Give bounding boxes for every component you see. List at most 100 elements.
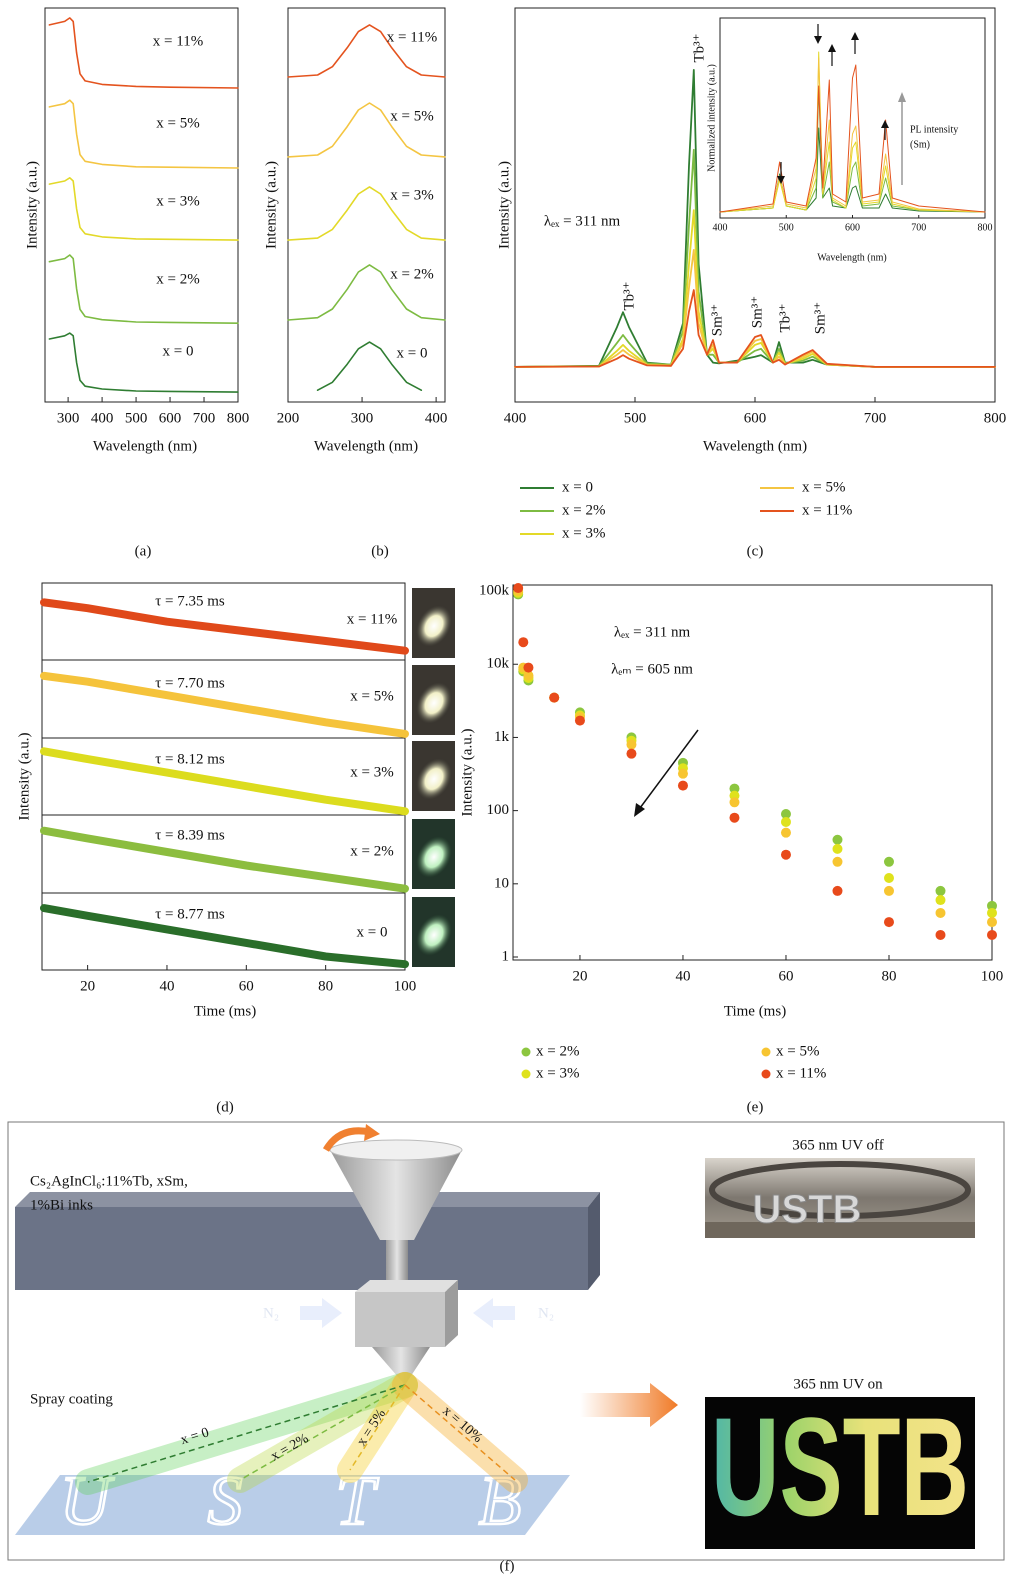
x-tick-label: 400 (91, 410, 114, 426)
data-point (781, 828, 791, 838)
x-tick-label: 20 (572, 968, 587, 984)
data-point (513, 583, 523, 593)
legend-label: x = 11% (776, 1065, 826, 1081)
y-axis-label: Intensity (a.u.) (459, 729, 475, 817)
annotation: (Sm) (910, 139, 930, 150)
data-point (987, 917, 997, 927)
data-point (626, 749, 636, 759)
legend-marker (762, 1070, 771, 1079)
series-label: x = 0 (397, 345, 428, 361)
x-tick-label: 800 (984, 410, 1007, 426)
x-tick-label: 300 (57, 410, 80, 426)
series-label: x = 5% (350, 688, 393, 704)
data-point (884, 857, 894, 867)
y-tick-label: 10 (494, 875, 509, 891)
beam-front (15, 1207, 588, 1290)
data-point (549, 693, 559, 703)
x-tick-label: 20 (80, 978, 95, 994)
plot-frame (288, 8, 445, 402)
annotation: τ = 8.77 ms (155, 906, 225, 922)
data-point (575, 716, 585, 726)
x-tick-label: 400 (425, 410, 448, 426)
y-axis-label: Intensity (a.u.) (16, 733, 32, 821)
x-tick-label: 700 (864, 410, 887, 426)
y-tick-label: 100k (479, 582, 510, 598)
data-point (518, 637, 528, 647)
nozzle-top (355, 1280, 458, 1292)
data-point (935, 886, 945, 896)
ink-label: Cs₂AgInCl₆:11%Tb, xSm, (30, 1173, 188, 1189)
x-tick-label: 800 (978, 222, 993, 233)
legend-label: x = 5% (776, 1043, 819, 1059)
x-axis-label: Time (ms) (724, 1003, 786, 1019)
data-point (523, 663, 533, 673)
series-label: x = 11% (387, 29, 437, 45)
y-axis-label: Intensity (a.u.) (263, 161, 279, 249)
x-tick-label: 40 (675, 968, 690, 984)
data-point (729, 797, 739, 807)
panel-label: (e) (747, 1099, 764, 1115)
x-tick-label: 80 (318, 978, 333, 994)
data-point (884, 873, 894, 883)
legend-label: x = 3% (536, 1065, 579, 1081)
plot-frame (513, 585, 992, 960)
x-tick-label: 300 (351, 410, 374, 426)
data-point (678, 769, 688, 779)
beam-side (588, 1192, 600, 1290)
annotation: τ = 7.35 ms (155, 593, 225, 609)
x-tick-label: 100 (981, 968, 1004, 984)
series-label: x = 5% (156, 115, 199, 131)
panel-label: (c) (747, 543, 764, 559)
y-tick-label: 1 (502, 948, 510, 964)
legend-label: x = 2% (562, 502, 605, 518)
process-label: Spray coating (30, 1391, 113, 1407)
annotation: Tb³⁺ (691, 33, 707, 62)
data-point (832, 886, 842, 896)
beam-top (15, 1192, 600, 1207)
x-tick-label: 600 (744, 410, 767, 426)
y-axis-label: Intensity (a.u.) (24, 161, 40, 249)
diagram-panel: N₂ N₂ Cs₂AgInCl₆:11%Tb, xSm, 1%Bi inks S… (8, 1122, 1004, 1574)
y-axis-label: Normalized intensity (a.u.) (706, 64, 717, 172)
series-label: x = 5% (390, 108, 433, 124)
figure: N₂ N₂ Cs₂AgInCl₆:11%Tb, xSm, 1%Bi inks S… (0, 0, 1013, 1575)
annotation: τ = 8.39 ms (155, 827, 225, 843)
gas-label: N₂ (538, 1305, 554, 1321)
page: {"chart_data": [ {"type": "line", "panel… (0, 0, 1013, 1575)
panel-label: (d) (216, 1099, 234, 1115)
photo-text: USTB (711, 1388, 969, 1545)
x-tick-label: 600 (159, 410, 182, 426)
data-point (832, 835, 842, 845)
panel-label: (f) (500, 1558, 515, 1574)
x-tick-label: 700 (193, 410, 216, 426)
data-point (987, 908, 997, 918)
data-point (678, 781, 688, 791)
series-label: x = 0 (163, 343, 194, 359)
legend-label: x = 0 (562, 479, 593, 495)
annotation: τ = 7.70 ms (155, 675, 225, 691)
annotation: λₑₓ = 311 nm (614, 624, 691, 640)
series-label: x = 3% (390, 187, 433, 203)
annotation: Sm³⁺ (709, 304, 725, 336)
series-label: x = 3% (156, 193, 199, 209)
legend-label: x = 3% (562, 525, 605, 541)
series-label: x = 11% (347, 611, 397, 627)
data-point (729, 813, 739, 823)
series-label: x = 2% (350, 843, 393, 859)
data-point (781, 850, 791, 860)
data-point (832, 844, 842, 854)
gas-label: N₂ (263, 1305, 279, 1321)
y-tick-label: 1k (494, 729, 510, 745)
data-point (781, 817, 791, 827)
annotation: Sm³⁺ (812, 302, 828, 334)
x-tick-label: 80 (881, 968, 896, 984)
x-axis-label: Wavelength (nm) (817, 252, 886, 263)
annotation: τ = 8.12 ms (155, 751, 225, 767)
series-label: x = 0 (357, 924, 388, 940)
legend-label: x = 11% (802, 502, 852, 518)
x-tick-label: 600 (845, 222, 860, 233)
legend-label: x = 5% (802, 479, 845, 495)
x-tick-label: 400 (713, 222, 728, 233)
annotation: λₑₓ = 311 nm (544, 213, 621, 229)
ink-label: 1%Bi inks (30, 1197, 93, 1213)
